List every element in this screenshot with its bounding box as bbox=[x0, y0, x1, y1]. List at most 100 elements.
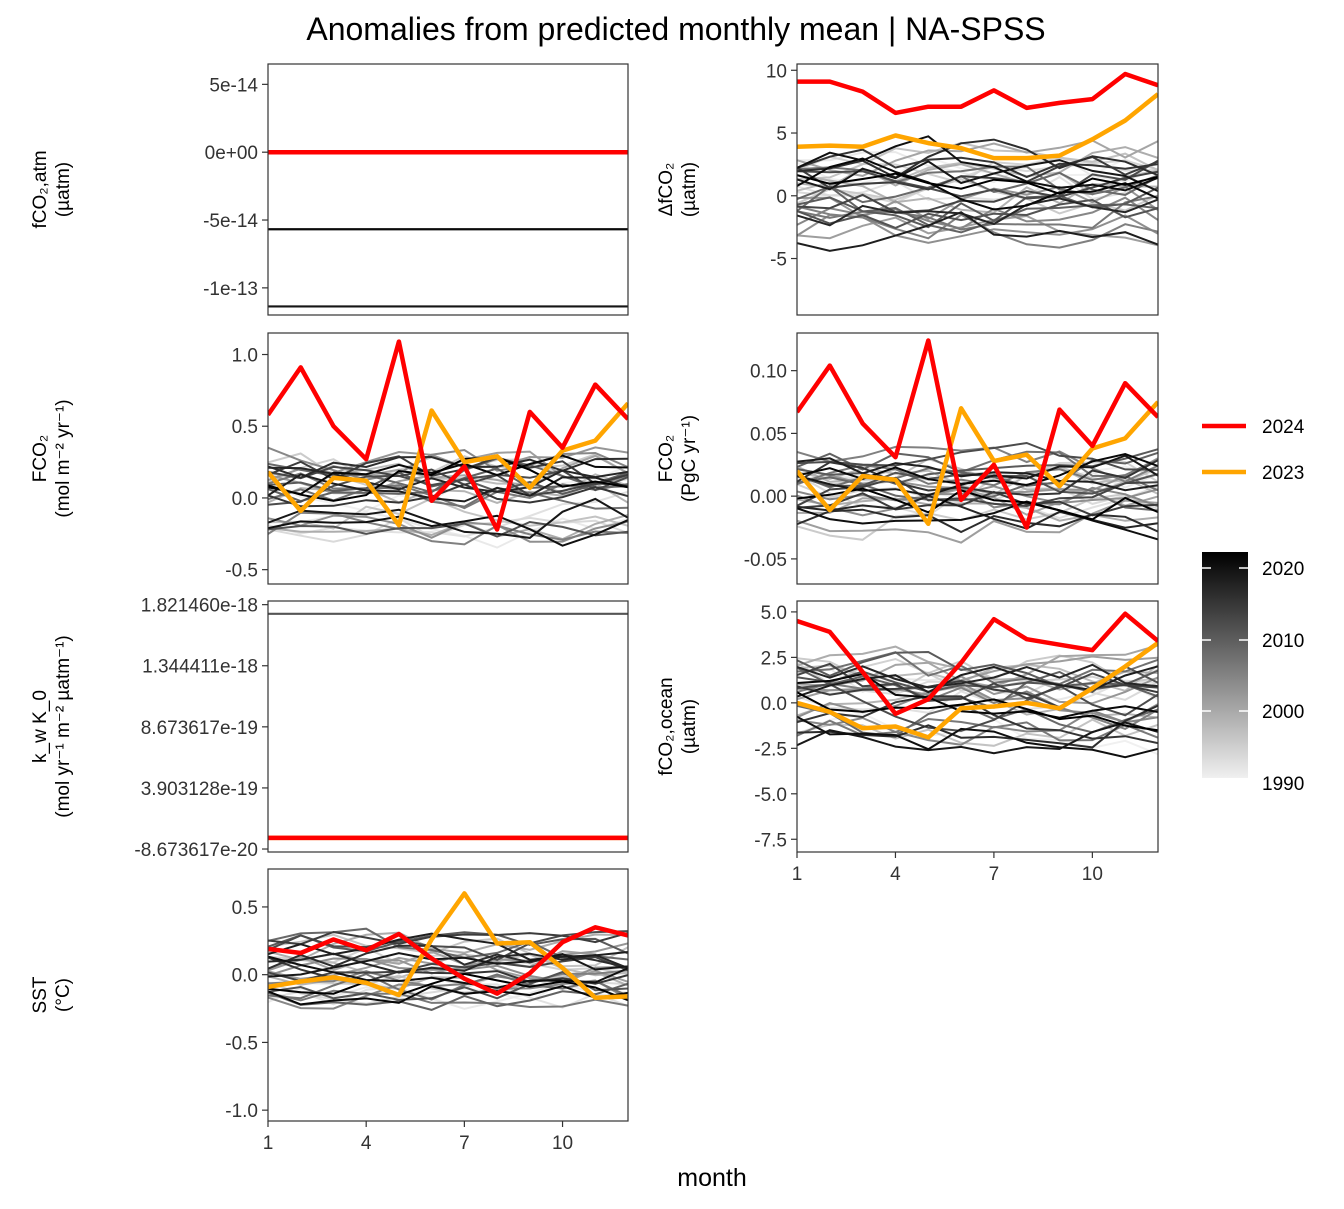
series-line-1992 bbox=[797, 679, 1158, 714]
y-tick-label: -1e-13 bbox=[203, 279, 258, 300]
y-tick-label: 5e-14 bbox=[209, 75, 258, 96]
x-tick-label: 4 bbox=[361, 1133, 372, 1154]
series-line-2007 bbox=[268, 486, 628, 510]
plot-area-kwk0 bbox=[268, 612, 628, 841]
x-tick-label: 7 bbox=[459, 1133, 470, 1154]
series-line-2022 bbox=[797, 691, 1158, 732]
x-tick-label: 10 bbox=[552, 1133, 573, 1154]
y-tick-label: 3.903128e-19 bbox=[141, 779, 258, 800]
y-tick-label: 5 bbox=[776, 124, 787, 145]
series-line-2015 bbox=[797, 459, 1158, 496]
panel-frame bbox=[796, 600, 1159, 853]
series-line-2001 bbox=[797, 499, 1158, 544]
series-line-2013 bbox=[268, 956, 628, 983]
x-tick-label: 10 bbox=[1082, 864, 1103, 885]
plot-area-fco2ocean bbox=[797, 611, 1158, 759]
series-line-2022 bbox=[797, 487, 1158, 521]
colorbar-tick-2020: 2020 bbox=[1262, 559, 1304, 580]
series-line-2020 bbox=[268, 955, 628, 989]
series-line-1995 bbox=[797, 492, 1158, 541]
y-tick-label: 0.05 bbox=[750, 424, 787, 445]
series-line-2020 bbox=[268, 514, 628, 547]
y-tick-label: 1.821460e-18 bbox=[141, 596, 258, 617]
series-line-2000 bbox=[797, 644, 1158, 688]
legend-label-2023: 2023 bbox=[1262, 463, 1304, 484]
y-tick-label: -1.0 bbox=[225, 1101, 258, 1122]
panel-frame bbox=[267, 63, 629, 316]
y-axis-label-dfco2: ΔfCO₂(µatm) bbox=[656, 162, 700, 217]
y-tick-label: 1.344411e-18 bbox=[142, 657, 258, 678]
y-axis-label-kwk0: k_w K_0(mol yr⁻¹ m⁻² µatm⁻¹) bbox=[30, 635, 74, 817]
x-tick-label: 1 bbox=[263, 1133, 274, 1154]
y-axis-label-fco2pg: FCO₂(PgC yr⁻¹) bbox=[656, 415, 700, 502]
panel-fco2pg: 0.10 0.05 0.00 -0.05 FCO₂(PgC yr⁻¹) bbox=[656, 332, 1159, 585]
series-line-2016 bbox=[268, 944, 628, 970]
x-tick-label: 1 bbox=[792, 864, 803, 885]
series-line-1992 bbox=[268, 490, 628, 538]
series-line-2018 bbox=[797, 665, 1158, 698]
y-tick-label: 0.0 bbox=[761, 694, 787, 715]
series-line-2005 bbox=[797, 445, 1158, 483]
series-line-2012 bbox=[268, 930, 628, 961]
y-tick-label: -0.5 bbox=[225, 561, 258, 582]
y-tick-label: 0 bbox=[776, 187, 787, 208]
panel-frame bbox=[267, 868, 629, 1122]
x-axis-label: month bbox=[677, 1164, 746, 1192]
panel-frame bbox=[796, 63, 1159, 316]
y-tick-label: 0e+00 bbox=[205, 143, 258, 164]
series-line-2021 bbox=[797, 157, 1158, 211]
plot-area-sst bbox=[268, 891, 628, 1011]
panel-fco2flux: 1.0 0.5 0.0 -0.5 FCO₂(mol m⁻² yr⁻¹) bbox=[30, 332, 629, 585]
series-line-2004 bbox=[797, 709, 1158, 746]
plot-area-fco2atm bbox=[268, 149, 628, 308]
panel-frame bbox=[796, 332, 1159, 585]
series-line-2019 bbox=[797, 721, 1158, 755]
series-line-2018 bbox=[797, 457, 1158, 492]
y-tick-label: 0.0 bbox=[232, 966, 258, 987]
plot-area-fco2flux bbox=[268, 339, 628, 549]
panel-frame bbox=[267, 600, 629, 853]
y-tick-label: 0.5 bbox=[232, 417, 258, 438]
panel-kwk0: 1.821460e-18 1.344411e-18 8.673617e-19 3.90… bbox=[30, 596, 629, 861]
series-line-2012 bbox=[797, 683, 1158, 732]
y-tick-label: 0.5 bbox=[232, 898, 258, 919]
series-line-2019 bbox=[268, 497, 628, 539]
colorbar-tick-2010: 2010 bbox=[1262, 631, 1304, 652]
series-line-2007 bbox=[797, 165, 1158, 196]
series-line-2022 bbox=[268, 972, 628, 1002]
series-line-2015 bbox=[797, 148, 1158, 179]
series-line-2019 bbox=[268, 952, 628, 978]
y-axis-label-sst: SST(°C) bbox=[30, 976, 74, 1013]
y-tick-label: 5.0 bbox=[761, 603, 787, 624]
colorbar-tick-1990: 1990 bbox=[1262, 774, 1304, 795]
series-line-2020 bbox=[797, 500, 1158, 541]
series-line-2023 bbox=[268, 401, 628, 528]
colorbar-tick-2000: 2000 bbox=[1262, 702, 1304, 723]
series-line-2005 bbox=[797, 682, 1158, 730]
plot-area-fco2pg bbox=[797, 338, 1158, 544]
series-line-2022 bbox=[797, 172, 1158, 195]
series-line-2001 bbox=[797, 214, 1158, 247]
series-line-2009 bbox=[268, 982, 628, 1011]
y-tick-label: 0.10 bbox=[750, 362, 787, 383]
series-line-2013 bbox=[797, 662, 1158, 702]
series-line-2016 bbox=[268, 455, 628, 479]
series-line-2015 bbox=[268, 483, 628, 508]
series-line-2023 bbox=[268, 891, 628, 1000]
y-tick-label: -5e-14 bbox=[203, 211, 258, 232]
y-tick-label: 0.0 bbox=[232, 489, 258, 510]
y-tick-label: -0.05 bbox=[744, 550, 787, 571]
y-tick-label: 0.00 bbox=[750, 487, 787, 508]
series-line-2024 bbox=[268, 925, 628, 996]
series-line-2024 bbox=[797, 71, 1158, 116]
series-line-2021 bbox=[797, 672, 1158, 719]
series-line-1994 bbox=[797, 657, 1158, 692]
series-line-2016 bbox=[797, 138, 1158, 179]
series-line-2023 bbox=[797, 400, 1158, 527]
series-line-2022 bbox=[268, 456, 628, 502]
chart-title: Anomalies from predicted monthly mean | … bbox=[306, 11, 1045, 47]
y-axis-label-fco2atm: fCO₂,atm(µatm) bbox=[30, 150, 74, 228]
series-line-2009 bbox=[797, 185, 1158, 234]
y-tick-label: 8.673617e-19 bbox=[141, 718, 258, 739]
series-line-2018 bbox=[797, 211, 1158, 252]
